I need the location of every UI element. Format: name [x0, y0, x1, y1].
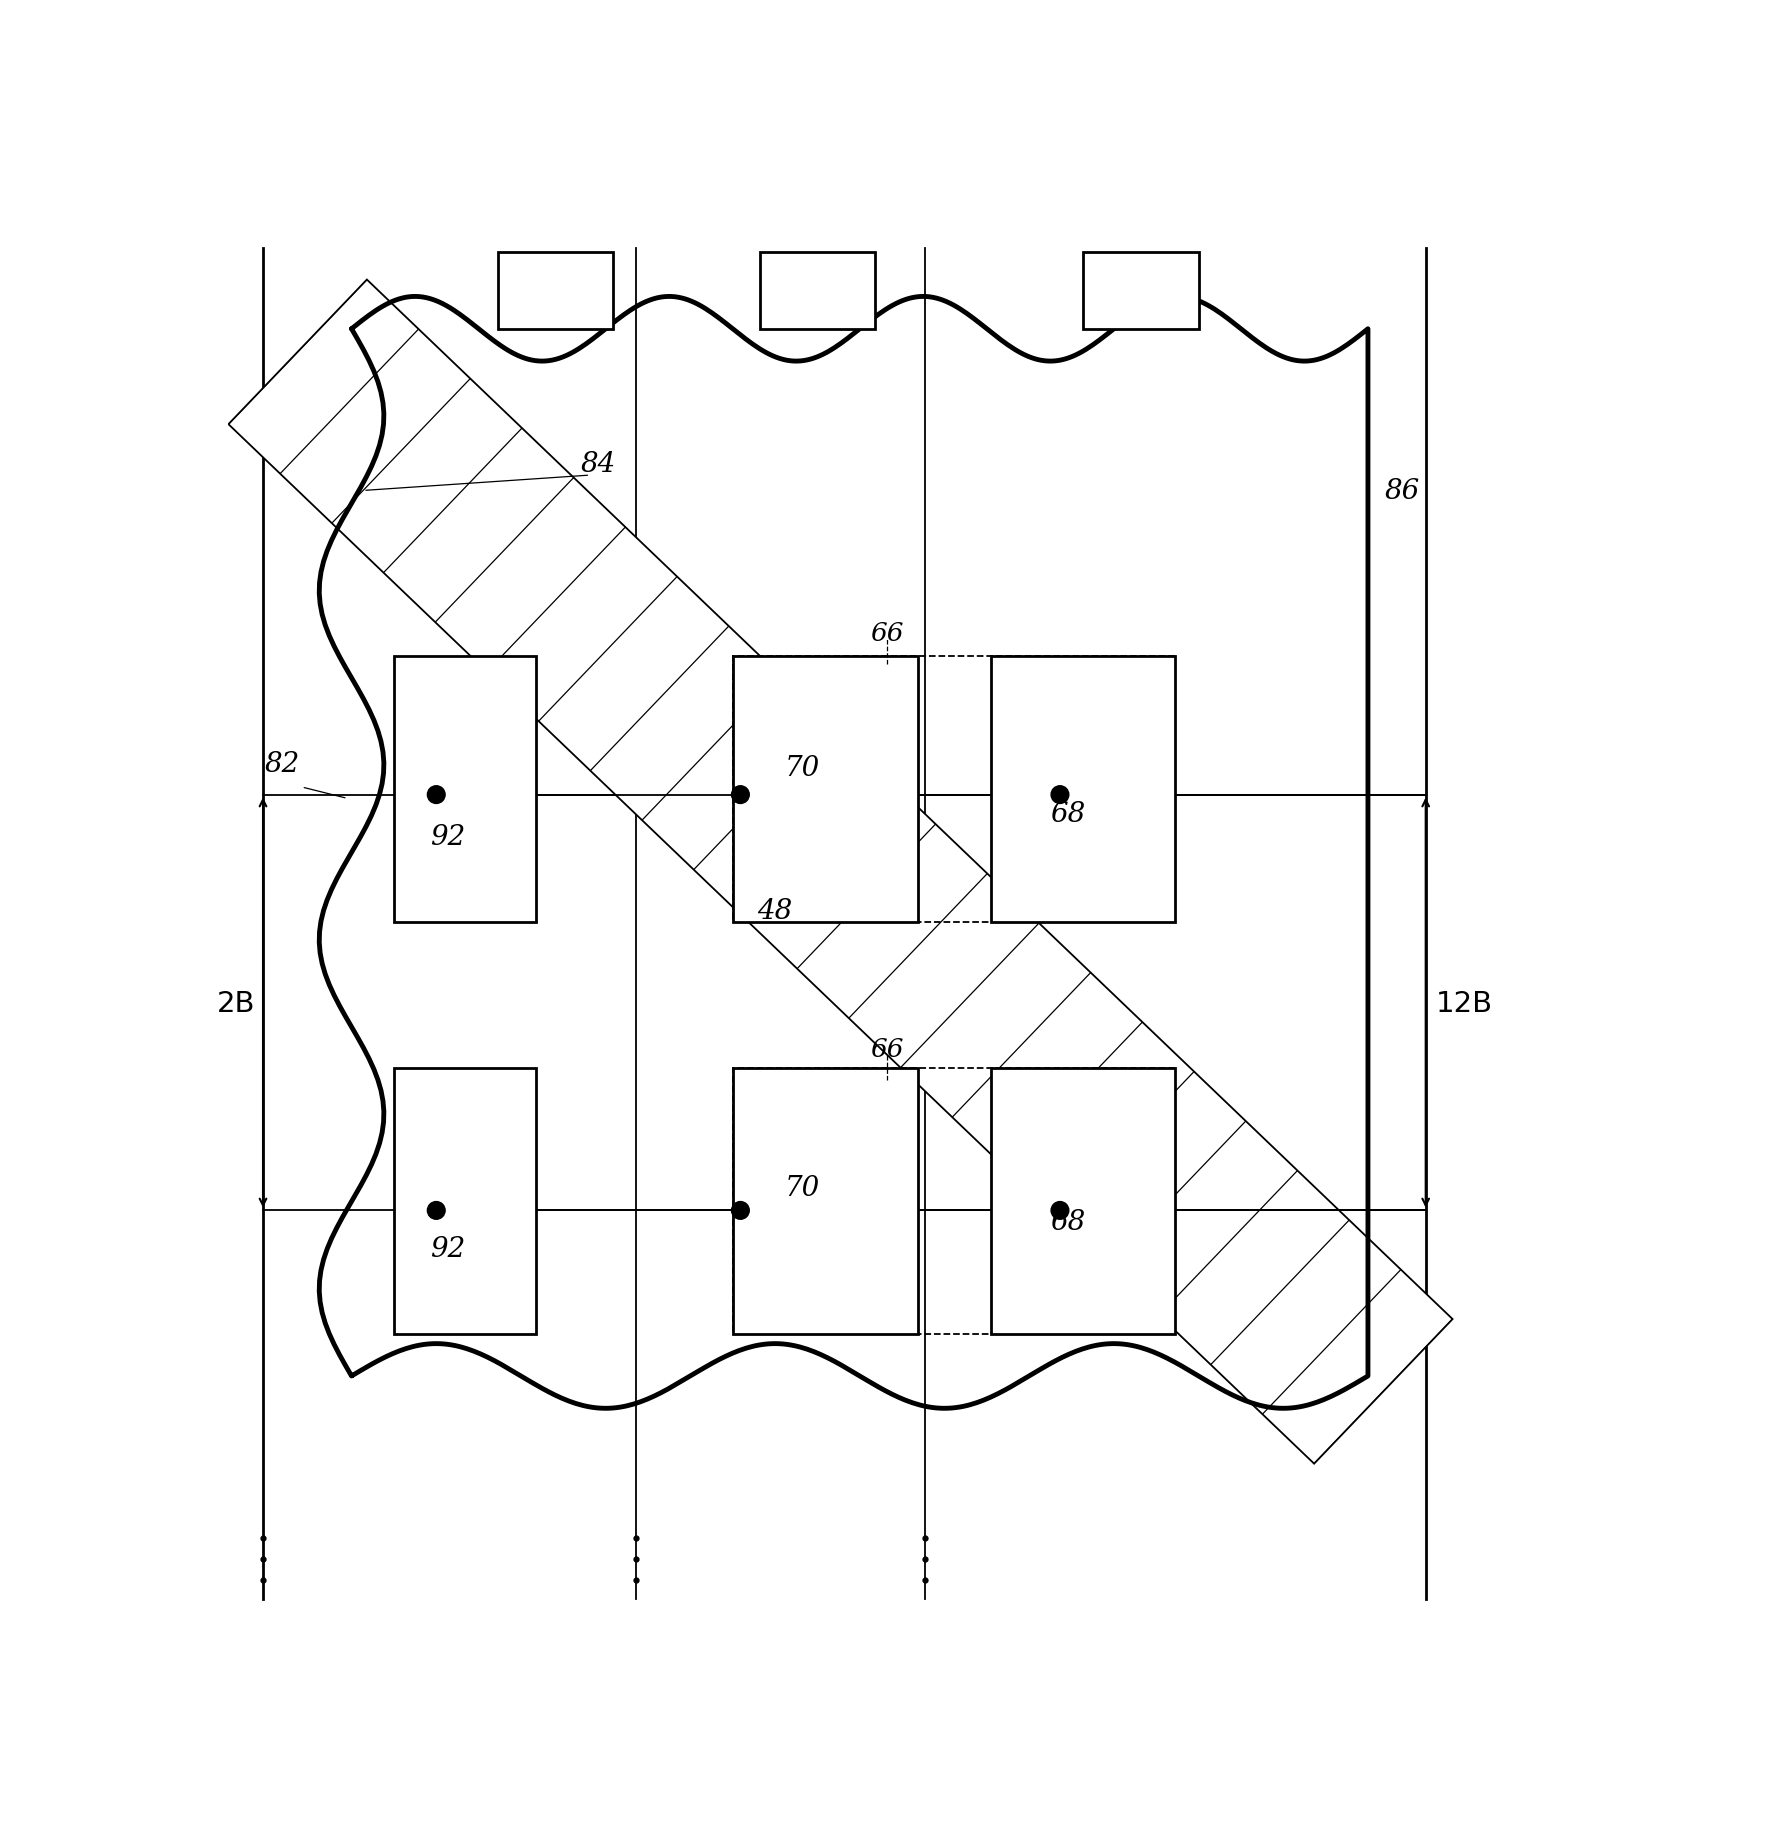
Circle shape: [1051, 1201, 1069, 1220]
Text: 2B: 2B: [217, 988, 256, 1017]
Text: 82: 82: [265, 751, 299, 778]
Text: 86: 86: [1384, 478, 1420, 505]
Bar: [990, 656, 1175, 922]
Text: 70: 70: [784, 755, 820, 782]
Bar: [733, 656, 1175, 922]
Text: 48: 48: [758, 897, 793, 924]
Circle shape: [731, 786, 749, 804]
Bar: [990, 1068, 1175, 1334]
Text: 70: 70: [784, 1174, 820, 1201]
Bar: [394, 1068, 536, 1334]
Bar: [733, 1068, 1175, 1334]
Text: 66: 66: [870, 622, 903, 645]
Text: 92: 92: [430, 824, 466, 851]
Text: 84: 84: [580, 450, 616, 478]
Bar: [759, 253, 876, 330]
Bar: [1084, 253, 1198, 330]
Bar: [498, 253, 613, 330]
Bar: [394, 656, 536, 922]
Text: 92: 92: [430, 1236, 466, 1263]
Text: 66: 66: [870, 1037, 903, 1061]
Circle shape: [428, 786, 446, 804]
Bar: [733, 1068, 917, 1334]
Polygon shape: [229, 281, 1453, 1464]
Circle shape: [428, 1201, 446, 1220]
Bar: [733, 656, 917, 922]
Text: 68: 68: [1050, 1209, 1085, 1236]
Circle shape: [1051, 786, 1069, 804]
Text: 12B: 12B: [1436, 988, 1492, 1017]
Circle shape: [731, 1201, 749, 1220]
Text: 68: 68: [1050, 800, 1085, 828]
